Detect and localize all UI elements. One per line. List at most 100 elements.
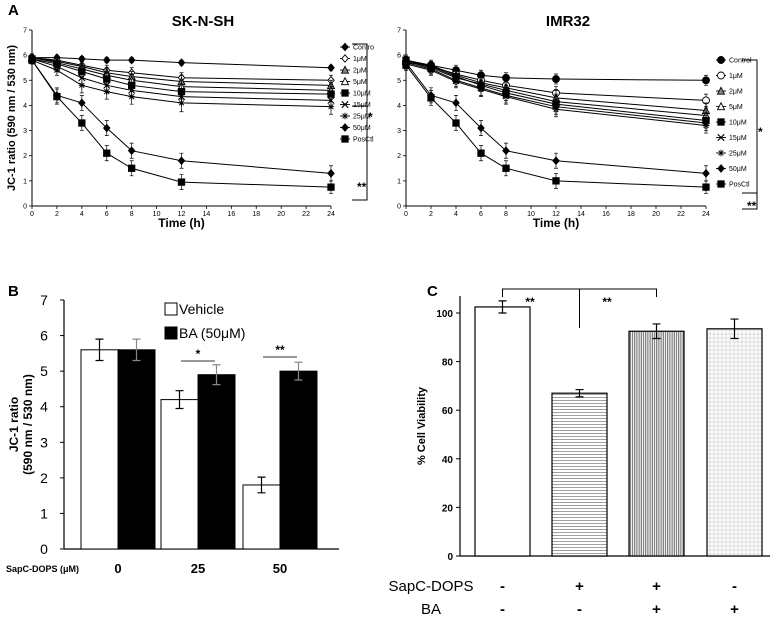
x-tick-label: 12: [552, 211, 560, 218]
data-point: [127, 55, 136, 65]
legend-marker: [717, 71, 725, 80]
condition-sign: -: [500, 578, 505, 595]
x-tick-label: 14: [203, 211, 211, 218]
data-point: [427, 94, 435, 102]
condition-sign: -: [732, 578, 737, 595]
y-tick-label: 6: [397, 53, 401, 60]
data-point: [177, 156, 186, 166]
panel-label-b: B: [8, 283, 19, 300]
legend-label: 2μM: [729, 89, 743, 96]
data-point: [452, 119, 460, 127]
y-axis-label: JC-1 ratio: [7, 397, 21, 452]
x-tick-label: 10: [527, 211, 535, 218]
data-point: [402, 61, 410, 69]
legend-label: 10μM: [353, 91, 371, 98]
y-tick-label: 7: [23, 28, 27, 35]
data-point: [327, 168, 335, 178]
x-tick-label: 24: [327, 211, 335, 218]
y-tick-label: 5: [23, 78, 27, 85]
x-tick-label: 8: [504, 211, 508, 218]
bar-1: [117, 349, 156, 550]
y-axis-label: JC-1 ratio (590 nm / 530 nm): [6, 45, 18, 191]
significance-star: *: [368, 110, 373, 124]
legend-marker: [717, 180, 725, 188]
x-tick-label: 8: [130, 211, 134, 218]
legend-label: Vehicle: [179, 301, 224, 317]
y-tick-label: 5: [397, 78, 401, 85]
y-tick-label: 1: [40, 505, 48, 521]
error-bar: [132, 338, 141, 362]
bar-0: [474, 306, 531, 557]
bracket-top-group: [352, 105, 368, 201]
y-tick-label: 1: [397, 178, 401, 185]
legend-label: 50μM: [353, 125, 371, 132]
legend-label: 10μM: [729, 120, 747, 127]
significance-star: *: [196, 347, 201, 361]
x-tick-label: 18: [252, 211, 260, 218]
x-tick-label: 22: [302, 211, 310, 218]
error-bar: [212, 364, 221, 386]
y-tick-label: 80: [442, 358, 454, 369]
legend-label: 25μM: [729, 151, 747, 158]
legend-marker: [717, 118, 725, 126]
y-tick-label: 7: [40, 292, 48, 308]
legend-marker: [716, 86, 726, 95]
data-point: [552, 106, 560, 113]
x-tick-label: 14: [577, 211, 585, 218]
x-tick-label: 24: [702, 211, 710, 218]
y-tick-label: 100: [436, 309, 453, 320]
x-tick-label: 22: [677, 211, 685, 218]
legend-label: 25μM: [353, 114, 371, 121]
y-tick-label: 1: [23, 178, 27, 185]
y-tick-label: 3: [40, 434, 48, 450]
data-point: [702, 168, 710, 178]
data-point: [502, 146, 510, 156]
y-tick-label: 6: [40, 328, 48, 344]
data-point: [103, 149, 111, 157]
error-bar: [257, 476, 266, 494]
x-tick-label: 0: [404, 211, 408, 218]
x-category-label: 50: [273, 561, 287, 576]
y-tick-label: 4: [397, 103, 401, 110]
x-tick-label: 20: [652, 211, 660, 218]
comparison-bracket: [502, 288, 580, 297]
error-bar: [730, 318, 739, 340]
chart-title-sknsh: SK-N-SH: [172, 13, 235, 30]
error-bar: [175, 390, 184, 410]
legend-marker: [340, 65, 350, 74]
legend-label: 15μM: [729, 135, 747, 142]
x-tick-label: 2: [429, 211, 433, 218]
data-point: [452, 78, 460, 85]
significance-star: **: [602, 295, 612, 309]
data-point: [452, 98, 460, 108]
y-tick-label: 6: [23, 53, 27, 60]
y-tick-label: 3: [397, 128, 401, 135]
significance-star: **: [357, 180, 367, 194]
x-tick-label: 18: [627, 211, 635, 218]
panel-c: C 0 20 40 60 80 100 % Cell Viability ** ** SapC-D…: [388, 283, 770, 618]
x-tick-label: 6: [479, 211, 483, 218]
y-tick-label: 4: [23, 103, 27, 110]
error-bar: [652, 323, 661, 340]
x-tick-label: 4: [454, 211, 458, 218]
error-bar: [294, 361, 303, 381]
legend-marker: [717, 149, 725, 157]
series-8: [28, 56, 335, 194]
data-point: [102, 123, 111, 133]
legend-marker: [341, 89, 349, 97]
bracket-top-group: [742, 192, 758, 210]
y-tick-label: 60: [442, 406, 454, 417]
x-tick-label: 12: [178, 211, 186, 218]
data-point: [502, 93, 510, 100]
legend-label: 1μM: [729, 73, 743, 80]
data-point: [78, 82, 86, 89]
data-point: [702, 76, 710, 85]
data-point: [78, 98, 86, 108]
data-point: [327, 183, 335, 191]
data-point: [552, 156, 560, 166]
x-tick-label: 0: [30, 211, 34, 218]
bar-3: [706, 328, 763, 557]
series-8: [402, 59, 710, 194]
